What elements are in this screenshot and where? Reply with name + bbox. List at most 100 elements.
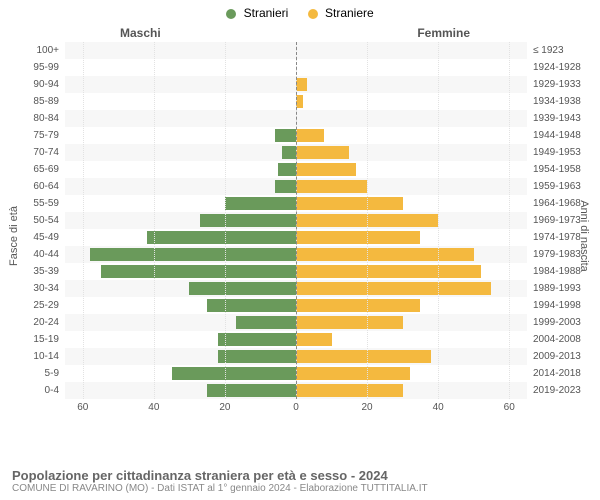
- age-label: 45-49: [33, 229, 65, 246]
- bar-female: [296, 350, 431, 363]
- birth-year-label: 1974-1978: [527, 229, 581, 246]
- legend-item-male: Stranieri: [226, 6, 288, 20]
- age-label: 75-79: [33, 127, 65, 144]
- bar-female: [296, 197, 403, 210]
- birth-year-label: 1949-1953: [527, 144, 581, 161]
- age-label: 100+: [36, 42, 65, 59]
- bar-male: [218, 333, 296, 346]
- bar-male: [101, 265, 296, 278]
- age-label: 20-24: [33, 314, 65, 331]
- birth-year-label: 1994-1998: [527, 297, 581, 314]
- grid-line: [509, 42, 510, 399]
- x-tick: 40: [148, 399, 159, 413]
- age-label: 95-99: [33, 59, 65, 76]
- x-tick: 20: [219, 399, 230, 413]
- grid-line: [83, 42, 84, 399]
- bar-female: [296, 180, 367, 193]
- grid-line: [367, 42, 368, 399]
- bar-female: [296, 163, 356, 176]
- age-label: 90-94: [33, 76, 65, 93]
- column-title-female: Femmine: [417, 26, 470, 40]
- age-label: 60-64: [33, 178, 65, 195]
- bar-female: [296, 299, 420, 312]
- birth-year-label: 2019-2023: [527, 382, 581, 399]
- x-tick: 0: [293, 399, 299, 413]
- plot-area: 100+≤ 192395-991924-192890-941929-193385…: [65, 42, 527, 399]
- y-axis-title-left: Fasce di età: [8, 206, 20, 266]
- bar-female: [296, 129, 324, 142]
- age-label: 80-84: [33, 110, 65, 127]
- legend-item-female: Straniere: [308, 6, 374, 20]
- bar-female: [296, 265, 481, 278]
- bar-male: [225, 197, 296, 210]
- caption-title: Popolazione per cittadinanza straniera p…: [12, 468, 588, 483]
- x-tick: 40: [433, 399, 444, 413]
- bar-male: [172, 367, 296, 380]
- birth-year-label: ≤ 1923: [527, 42, 564, 59]
- bar-female: [296, 384, 403, 397]
- bar-female: [296, 316, 403, 329]
- bar-female: [296, 95, 303, 108]
- bar-male: [275, 180, 296, 193]
- bar-male: [189, 282, 296, 295]
- bar-female: [296, 78, 307, 91]
- pyramid-chart: Stranieri Straniere Maschi Femmine Fasce…: [0, 0, 600, 500]
- age-label: 85-89: [33, 93, 65, 110]
- x-tick: 60: [504, 399, 515, 413]
- age-label: 0-4: [45, 382, 65, 399]
- caption-sub: COMUNE DI RAVARINO (MO) - Dati ISTAT al …: [12, 483, 588, 494]
- bar-male: [90, 248, 296, 261]
- birth-year-label: 1939-1943: [527, 110, 581, 127]
- birth-year-label: 1989-1993: [527, 280, 581, 297]
- birth-year-label: 1959-1963: [527, 178, 581, 195]
- legend-swatch-male: [226, 9, 236, 19]
- birth-year-label: 1984-1988: [527, 263, 581, 280]
- bar-female: [296, 282, 491, 295]
- bar-male: [207, 299, 296, 312]
- age-label: 30-34: [33, 280, 65, 297]
- legend-swatch-female: [308, 9, 318, 19]
- grid-line: [438, 42, 439, 399]
- bar-male: [282, 146, 296, 159]
- age-label: 50-54: [33, 212, 65, 229]
- grid-line: [225, 42, 226, 399]
- legend: Stranieri Straniere: [0, 6, 600, 20]
- bar-female: [296, 333, 332, 346]
- birth-year-label: 2014-2018: [527, 365, 581, 382]
- birth-year-label: 1979-1983: [527, 246, 581, 263]
- birth-year-label: 1999-2003: [527, 314, 581, 331]
- column-title-male: Maschi: [120, 26, 161, 40]
- bar-female: [296, 231, 420, 244]
- legend-label-female: Straniere: [325, 6, 374, 20]
- bar-male: [207, 384, 296, 397]
- birth-year-label: 1934-1938: [527, 93, 581, 110]
- center-axis: [296, 42, 297, 399]
- age-label: 15-19: [33, 331, 65, 348]
- x-tick: 20: [362, 399, 373, 413]
- grid-line: [154, 42, 155, 399]
- bar-female: [296, 248, 474, 261]
- bar-male: [278, 163, 296, 176]
- age-label: 65-69: [33, 161, 65, 178]
- birth-year-label: 1954-1958: [527, 161, 581, 178]
- bar-female: [296, 146, 349, 159]
- age-label: 40-44: [33, 246, 65, 263]
- birth-year-label: 1969-1973: [527, 212, 581, 229]
- age-label: 10-14: [33, 348, 65, 365]
- birth-year-label: 2009-2013: [527, 348, 581, 365]
- legend-label-male: Stranieri: [244, 6, 289, 20]
- birth-year-label: 1924-1928: [527, 59, 581, 76]
- bar-male: [218, 350, 296, 363]
- x-tick: 60: [77, 399, 88, 413]
- birth-year-label: 1964-1968: [527, 195, 581, 212]
- birth-year-label: 1929-1933: [527, 76, 581, 93]
- bar-male: [275, 129, 296, 142]
- bar-male: [236, 316, 296, 329]
- bar-male: [147, 231, 296, 244]
- age-label: 35-39: [33, 263, 65, 280]
- age-label: 5-9: [45, 365, 65, 382]
- caption: Popolazione per cittadinanza straniera p…: [12, 468, 588, 494]
- birth-year-label: 2004-2008: [527, 331, 581, 348]
- age-label: 25-29: [33, 297, 65, 314]
- age-label: 70-74: [33, 144, 65, 161]
